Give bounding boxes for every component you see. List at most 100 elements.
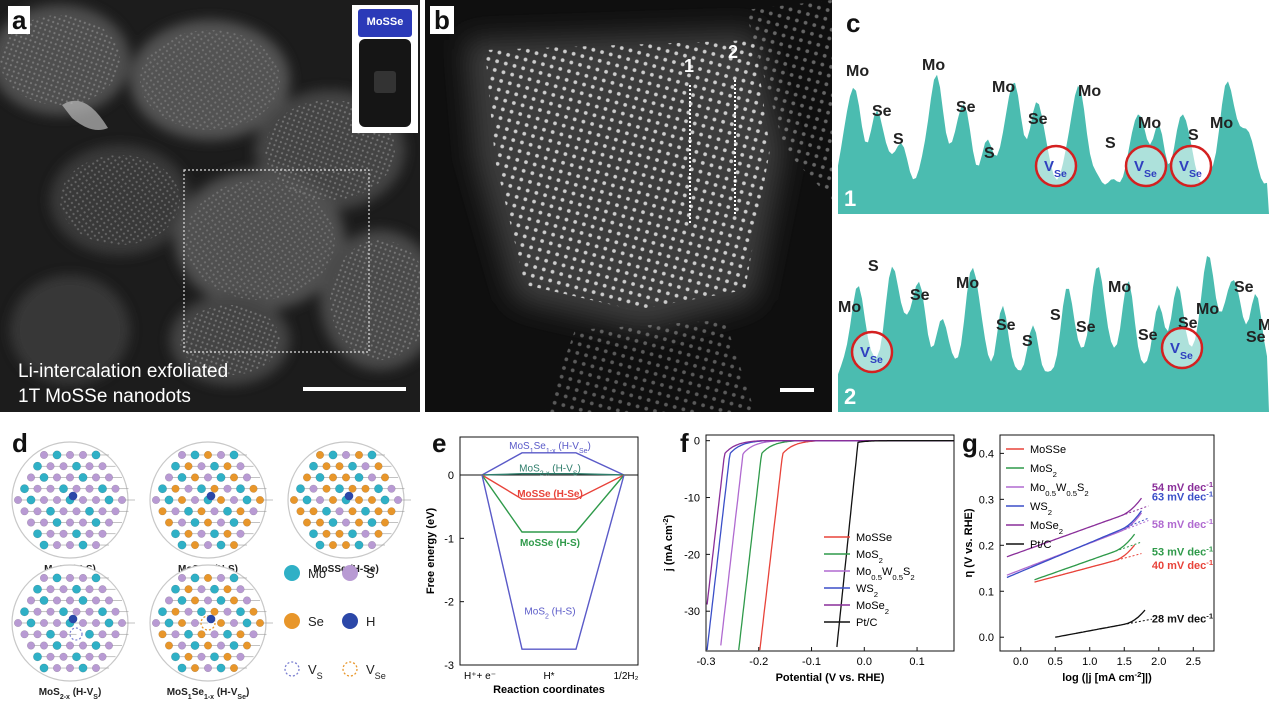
atom [203, 573, 212, 582]
atom [46, 585, 55, 594]
atom [203, 541, 212, 550]
legend-label: H [366, 614, 375, 629]
atom [117, 618, 126, 627]
legend-label: MoSe2 [856, 600, 889, 616]
x-tick-label: -0.2 [749, 656, 768, 668]
atom-label: S [893, 131, 904, 148]
y-tick-label: 0.4 [979, 448, 994, 460]
atom [216, 641, 225, 650]
structure-label: MoS1Se1-x (H-VSe) [167, 687, 250, 701]
atom [104, 641, 113, 650]
atom [335, 507, 344, 516]
atom [322, 484, 331, 493]
polarization-chart: -0.3 -0.2 -0.1 0.0 0.1 0 -10 -20 -30 Potential (V… [661, 434, 955, 684]
panel-a-caption-line2: 1T MoSSe nanodots [18, 386, 191, 407]
legend-swatch [284, 613, 300, 629]
atom-label: Se [1028, 111, 1048, 128]
atom [91, 495, 100, 504]
atom [40, 495, 49, 504]
atom [361, 529, 370, 538]
atom-label: Mo [1078, 83, 1101, 100]
x-tick-label: 0.0 [1013, 656, 1028, 668]
atom [59, 630, 68, 639]
plot-frame [459, 436, 639, 666]
marker-2: 2 [728, 42, 739, 62]
atom [177, 518, 186, 527]
atom [197, 484, 206, 494]
atom [329, 541, 338, 550]
atom [335, 484, 344, 494]
atom [387, 507, 396, 516]
hydrogen-atom [68, 614, 78, 624]
legend-label: Mo0.5W0.5S2 [856, 566, 915, 582]
atom [104, 596, 113, 605]
panel-label-e: e [432, 428, 447, 458]
atom-label: S [1188, 127, 1199, 144]
atom [229, 641, 239, 650]
atom [27, 596, 36, 605]
vacancy-label: VSe [1134, 158, 1157, 180]
atom [249, 630, 258, 639]
atom-label: Se [956, 99, 976, 116]
atom [223, 529, 232, 538]
bottle-label: MoSSe [366, 16, 404, 28]
atom [190, 473, 199, 482]
atom [40, 573, 49, 582]
atom [53, 495, 62, 504]
atom [322, 529, 331, 538]
atom [190, 450, 200, 460]
atom [158, 630, 167, 639]
atom [216, 518, 225, 527]
panel-label-d: d [12, 428, 28, 458]
atom [203, 450, 212, 459]
atom [236, 507, 245, 516]
atom [177, 540, 187, 550]
atom [210, 584, 219, 594]
atom-label: S [868, 258, 879, 275]
atom-label: Mo [846, 63, 869, 80]
atom [98, 652, 107, 661]
atom [361, 506, 370, 516]
atom [328, 450, 338, 460]
atom [72, 607, 81, 616]
slope-label: 28 mV dec-1 [1152, 611, 1214, 626]
atom [33, 607, 42, 616]
atom [33, 461, 42, 471]
atom [197, 585, 206, 594]
atom [190, 641, 200, 650]
atom [210, 529, 219, 539]
legend-label: Mo [308, 566, 326, 581]
y-tick-label: -20 [684, 549, 700, 561]
atom [355, 495, 364, 504]
panel-d-structures: MoS2 (H-S)MoSSe (H-S)MoSSe (H-Se)MoS2-x … [11, 441, 411, 701]
atom [210, 652, 219, 662]
x-tick-label: 0.5 [1048, 656, 1063, 668]
atom [85, 506, 94, 516]
hydrogen-atom [68, 491, 78, 501]
atom [65, 473, 74, 482]
atom [236, 630, 245, 639]
atom [59, 484, 68, 494]
atom [335, 462, 344, 471]
atom [104, 473, 113, 482]
atom [40, 618, 49, 627]
atom [59, 585, 68, 594]
atom [216, 540, 226, 550]
panel-a-micrograph [0, 0, 420, 412]
x-tick-label: 2.5 [1186, 656, 1201, 668]
panel-label-f: f [680, 428, 689, 458]
atom [177, 573, 186, 582]
atom [111, 484, 120, 493]
atom [177, 596, 187, 605]
atom [342, 541, 351, 550]
atom-label: Se [1138, 327, 1158, 344]
atom [177, 641, 186, 650]
atom [65, 573, 74, 582]
atom [85, 607, 94, 616]
atom [46, 506, 55, 516]
atom-label: Se [996, 317, 1016, 334]
atom [65, 664, 74, 673]
atom [256, 495, 265, 504]
marker-1: 1 [684, 56, 695, 76]
atom [46, 462, 55, 471]
